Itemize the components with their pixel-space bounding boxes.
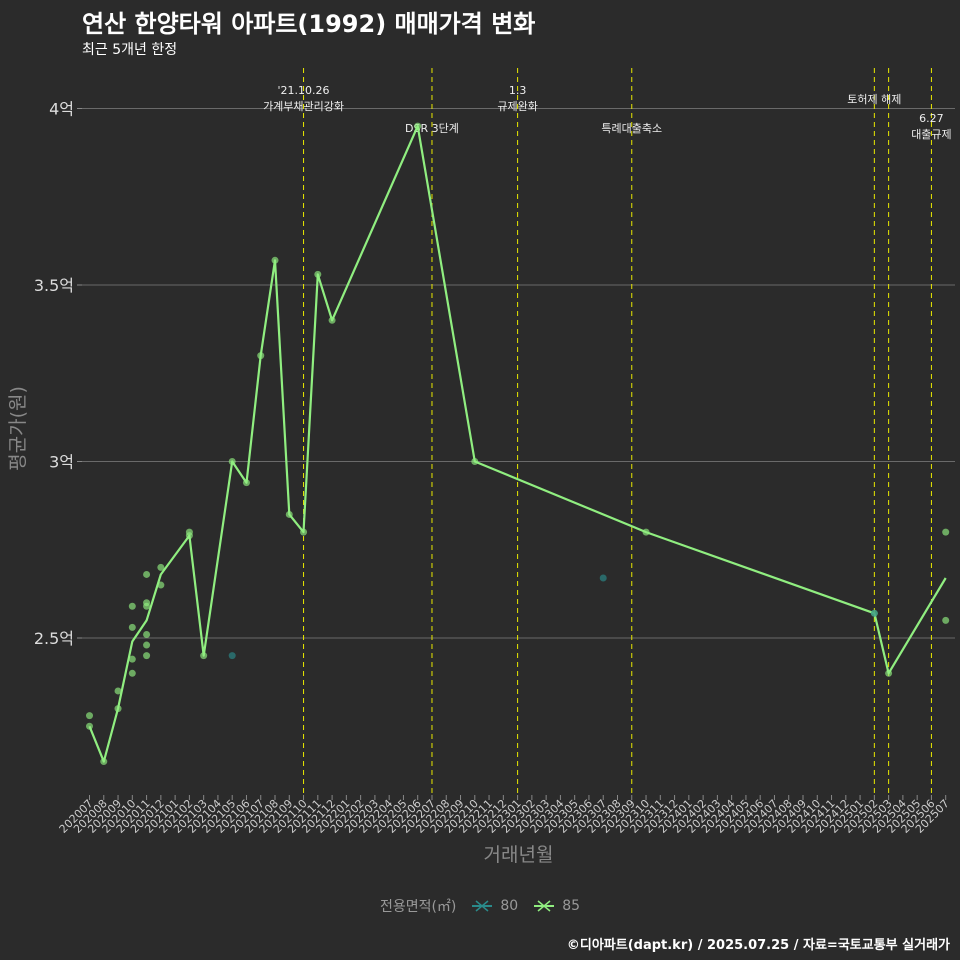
point-85-202011-11: [143, 602, 151, 610]
event-label-line: 대출규제: [911, 128, 951, 141]
event-label-202301: 1.3 규제완화: [497, 84, 537, 113]
y-axis-title: 평균가(원): [7, 386, 29, 471]
event-label-line: '21.10.26: [278, 84, 330, 97]
event-label-202506: 6.27 대출규제: [911, 112, 951, 141]
point-85-202010-8: [128, 669, 136, 677]
legend-swatch-85-icon: [534, 900, 555, 912]
event-label-202502: 토허제 해제: [847, 92, 901, 106]
event-label-line: 6.27: [919, 112, 944, 125]
y-tick-label-0: 2.5억: [34, 629, 74, 648]
point-85-202010-7: [128, 655, 136, 663]
legend-label-80: 80: [500, 898, 519, 914]
legend-item-85: 85: [532, 898, 580, 914]
legend-swatch-80-icon: [472, 900, 493, 912]
point-85-202507-33: [942, 528, 950, 536]
point-85-202011-14: [143, 652, 151, 660]
event-label-line: 특례대출축소: [601, 122, 662, 135]
legend: 전용면적(㎡) 80 85: [0, 896, 960, 916]
point-85-202507-34: [942, 616, 950, 624]
y-tick-label-3: 4억: [49, 100, 74, 119]
point-85-202012-15: [157, 563, 165, 571]
event-label-line: 가계부채관리강화: [263, 100, 344, 113]
point-85-202007-0: [86, 712, 93, 720]
legend-title: 전용면적(㎡): [379, 899, 457, 915]
point-80-202307-1: [599, 574, 607, 582]
chart-subtitle: 최근 5개년 한정: [82, 42, 178, 58]
legend-label-85: 85: [562, 898, 581, 914]
point-85-202010-5: [128, 602, 136, 610]
event-label-line: DSR 3단계: [405, 122, 459, 135]
point-85-202011-12: [143, 630, 151, 638]
event-label-202309: 특례대출축소: [601, 122, 662, 135]
source-caption: ©디아파트(dapt.kr) / 2025.07.25 / 자료=국토교통부 실…: [566, 938, 950, 953]
event-label-line: 1.3: [509, 84, 527, 97]
x-axis-title: 거래년월: [484, 844, 554, 866]
event-label-line: 토허제 해제: [847, 92, 901, 106]
chart-title: 연산 한양타워 아파트(1992) 매매가격 변화: [82, 10, 536, 38]
legend-item-80: 80: [470, 898, 518, 914]
y-tick-label-2: 3.5억: [34, 276, 74, 295]
event-label-line: 규제완화: [497, 100, 537, 113]
y-tick-label-1: 3억: [49, 453, 74, 472]
point-85-202011-9: [143, 570, 151, 578]
event-label-202207: DSR 3단계: [405, 122, 459, 135]
point-80-202105-0: [228, 652, 236, 660]
gridlines: [82, 108, 955, 639]
point-85-202011-13: [143, 641, 151, 649]
axes: 2.5억3억3.5억4억2020072020082020092020102020…: [7, 100, 952, 867]
series-layer: [86, 122, 950, 766]
point-85-202009-3: [114, 687, 122, 695]
point-85-202010-6: [128, 623, 136, 631]
event-label-202110: '21.10.26 가계부채관리강화: [263, 84, 344, 113]
point-80-202502-2: [870, 609, 878, 617]
series-line-85: [88, 125, 947, 763]
